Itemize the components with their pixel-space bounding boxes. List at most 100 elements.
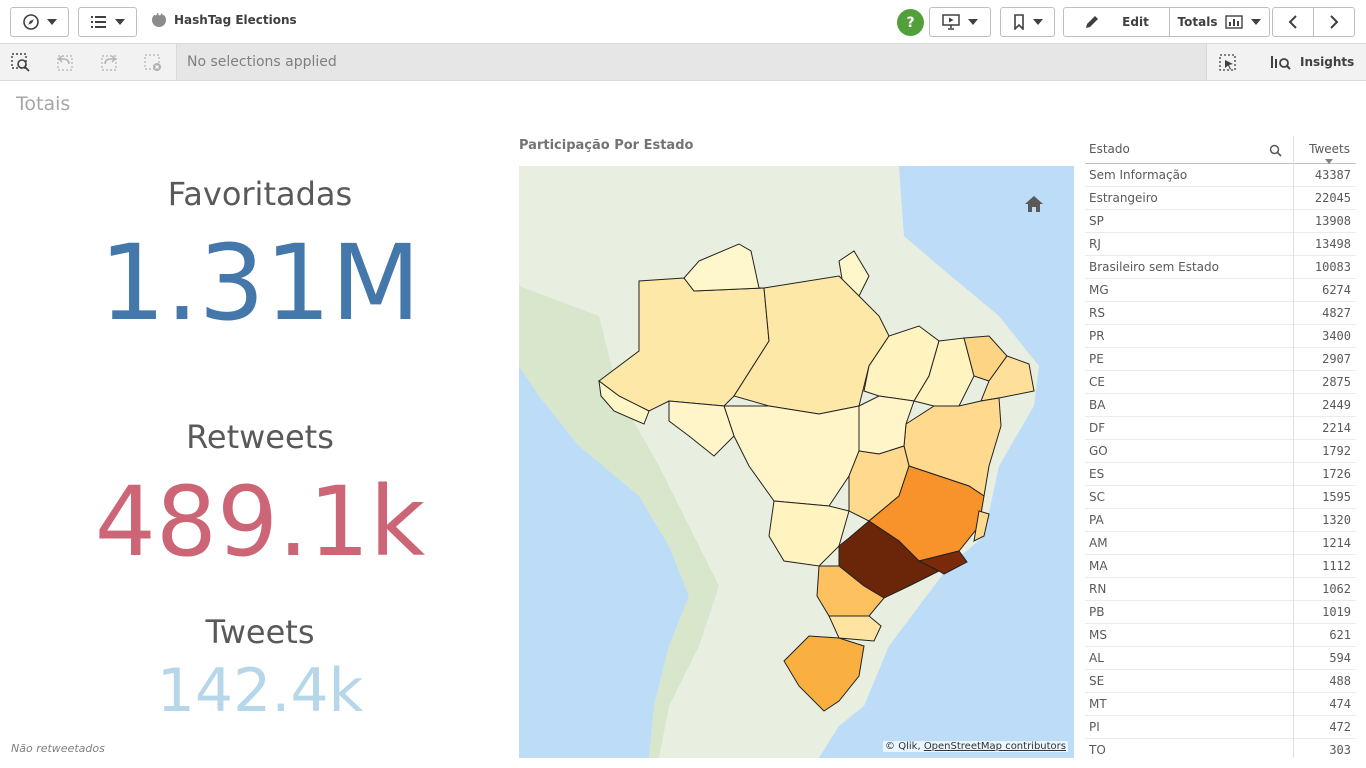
cell-tweets: 22045 <box>1314 191 1351 205</box>
cell-estado[interactable]: PI <box>1089 720 1100 734</box>
cell-tweets: 488 <box>1329 674 1351 688</box>
clear-selections-icon[interactable] <box>143 53 163 73</box>
table-row[interactable]: SP 13908 <box>1085 210 1356 233</box>
chevron-right-icon <box>1330 15 1339 29</box>
table-row[interactable]: SC 1595 <box>1085 486 1356 509</box>
cell-tweets: 2449 <box>1322 398 1351 412</box>
cell-estado[interactable]: Sem Informação <box>1089 168 1188 182</box>
cell-estado[interactable]: RN <box>1089 582 1107 596</box>
kpi-favoritadas-value[interactable]: 1.31M <box>99 222 421 344</box>
navigation-menu-button[interactable] <box>10 7 69 37</box>
cell-estado[interactable]: TO <box>1089 743 1106 757</box>
cell-estado[interactable]: Brasileiro sem Estado <box>1089 260 1219 274</box>
cell-tweets: 10083 <box>1314 260 1351 274</box>
chevron-down-icon <box>46 19 57 25</box>
cell-estado[interactable]: SC <box>1089 490 1105 504</box>
map-canvas[interactable] <box>519 166 1074 758</box>
bookmarks-button[interactable] <box>1000 7 1055 37</box>
table-row[interactable]: TO 303 <box>1085 739 1356 758</box>
table-row[interactable]: PI 472 <box>1085 716 1356 739</box>
step-forward-icon[interactable] <box>99 53 119 73</box>
state-rio-de-janeiro <box>917 550 968 575</box>
cell-estado[interactable]: MG <box>1089 283 1109 297</box>
cell-estado[interactable]: RS <box>1089 306 1105 320</box>
cell-tweets: 1595 <box>1322 490 1351 504</box>
table-row[interactable]: PE 2907 <box>1085 348 1356 371</box>
cell-estado[interactable]: PR <box>1089 329 1105 343</box>
map-chart[interactable]: © Qlik, OpenStreetMap contributors <box>519 166 1074 758</box>
chevron-down-icon <box>968 19 978 25</box>
cell-estado[interactable]: SP <box>1089 214 1104 228</box>
table-row[interactable]: AL 594 <box>1085 647 1356 670</box>
table-row[interactable]: SE 488 <box>1085 670 1356 693</box>
kpi-retweets-value[interactable]: 489.1k <box>94 466 426 578</box>
cell-estado[interactable]: CE <box>1089 375 1105 389</box>
table-row[interactable]: Brasileiro sem Estado 10083 <box>1085 256 1356 279</box>
home-icon[interactable] <box>1023 194 1045 214</box>
edit-button[interactable]: Edit <box>1063 7 1170 37</box>
table-row[interactable]: AM 1214 <box>1085 532 1356 555</box>
cell-tweets: 2907 <box>1322 352 1351 366</box>
cell-estado[interactable]: GO <box>1089 444 1108 458</box>
app-title-text: HashTag Elections <box>174 13 297 27</box>
table-row[interactable]: DF 2214 <box>1085 417 1356 440</box>
cell-estado[interactable]: DF <box>1089 421 1106 435</box>
cell-estado[interactable]: SE <box>1089 674 1105 688</box>
state-sao-paulo <box>838 520 941 599</box>
table-row[interactable]: PR 3400 <box>1085 325 1356 348</box>
bookmark-icon <box>1013 14 1024 30</box>
cell-tweets: 2214 <box>1322 421 1351 435</box>
table-row[interactable]: Sem Informação 43387 <box>1085 164 1356 187</box>
column-header-tweets[interactable]: Tweets <box>1309 142 1350 156</box>
andes-region <box>519 286 719 758</box>
chevron-down-icon <box>1251 19 1262 25</box>
cell-tweets: 1792 <box>1322 444 1351 458</box>
table-row[interactable]: RN 1062 <box>1085 578 1356 601</box>
selections-tool-icon[interactable] <box>1218 53 1238 73</box>
cell-estado[interactable]: PB <box>1089 605 1105 619</box>
cell-estado[interactable]: AM <box>1089 536 1108 550</box>
column-header-estado[interactable]: Estado <box>1089 142 1130 156</box>
table-row[interactable]: MT 474 <box>1085 693 1356 716</box>
table-row[interactable]: CE 2875 <box>1085 371 1356 394</box>
table-row[interactable]: Estrangeiro 22045 <box>1085 187 1356 210</box>
table-row[interactable]: PA 1320 <box>1085 509 1356 532</box>
sheet-selector-button[interactable]: Totals <box>1169 7 1270 37</box>
previous-sheet-button[interactable] <box>1272 7 1314 37</box>
cell-estado[interactable]: PE <box>1089 352 1104 366</box>
help-button[interactable]: ? <box>897 9 924 36</box>
table-row[interactable]: MS 621 <box>1085 624 1356 647</box>
cell-tweets: 1062 <box>1322 582 1351 596</box>
cell-estado[interactable]: RJ <box>1089 237 1101 251</box>
next-sheet-button[interactable] <box>1313 7 1355 37</box>
cell-tweets: 2875 <box>1322 375 1351 389</box>
table-row[interactable]: ES 1726 <box>1085 463 1356 486</box>
cell-estado[interactable]: Estrangeiro <box>1089 191 1158 205</box>
cell-estado[interactable]: MA <box>1089 559 1108 573</box>
step-back-icon[interactable] <box>55 53 75 73</box>
kpi-retweets-label: Retweets <box>186 418 334 456</box>
global-menu-button[interactable] <box>78 7 137 37</box>
table-row[interactable]: MA 1112 <box>1085 555 1356 578</box>
table-row[interactable]: GO 1792 <box>1085 440 1356 463</box>
cell-estado[interactable]: MS <box>1089 628 1107 642</box>
smart-search-icon[interactable] <box>11 53 31 73</box>
cell-estado[interactable]: PA <box>1089 513 1104 527</box>
cell-tweets: 3400 <box>1322 329 1351 343</box>
state-rondonia <box>668 400 735 457</box>
insights-button[interactable]: Insights <box>1270 54 1354 70</box>
cell-estado[interactable]: MT <box>1089 697 1107 711</box>
table-row[interactable]: PB 1019 <box>1085 601 1356 624</box>
search-icon[interactable] <box>1269 144 1282 157</box>
table-row[interactable]: RJ 13498 <box>1085 233 1356 256</box>
kpi-tweets-value[interactable]: 142.4k <box>156 656 364 726</box>
table-row[interactable]: RS 4827 <box>1085 302 1356 325</box>
cell-estado[interactable]: BA <box>1089 398 1106 412</box>
table-row[interactable]: MG 6274 <box>1085 279 1356 302</box>
osm-link[interactable]: OpenStreetMap contributors <box>923 741 1066 752</box>
cell-estado[interactable]: AL <box>1089 651 1104 665</box>
app-title[interactable]: HashTag Elections <box>152 10 297 27</box>
story-button[interactable] <box>929 7 991 37</box>
table-row[interactable]: BA 2449 <box>1085 394 1356 417</box>
cell-estado[interactable]: ES <box>1089 467 1105 481</box>
